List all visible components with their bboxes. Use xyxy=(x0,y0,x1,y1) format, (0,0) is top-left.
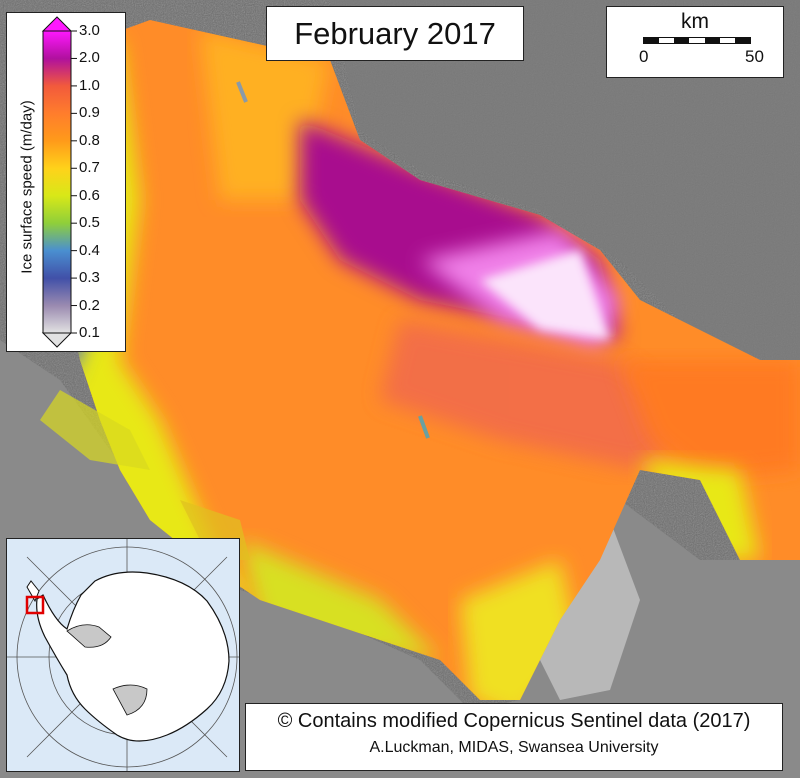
colorbar-tick-label: 0.7 xyxy=(79,159,100,177)
map-title: February 2017 xyxy=(266,6,524,61)
land-north xyxy=(330,0,800,370)
colorbar-legend: Ice surface speed (m/day) 3.0 2.0 1.0 0.9 0.… xyxy=(6,12,126,352)
scale-label-start: 0 xyxy=(639,47,649,66)
colorbar-tick-label: 3.0 xyxy=(79,22,100,39)
credit-copyright: © Contains modified Copernicus Sentinel … xyxy=(277,710,751,732)
scale-bar-panel: km 0 50 xyxy=(606,6,784,78)
data-artifact-2 xyxy=(418,415,430,439)
colorbar-tick-label: 0.1 xyxy=(79,324,100,341)
glacier-west xyxy=(40,390,150,470)
scale-bar xyxy=(643,37,751,44)
study-area-marker xyxy=(25,595,45,615)
credit-author: A.Luckman, MIDAS, Swansea University xyxy=(369,739,659,756)
colorbar-tick-label: 0.2 xyxy=(79,296,100,314)
colorbar-tick-label: 0.6 xyxy=(79,186,100,204)
colorbar-tick-label: 0.5 xyxy=(79,214,100,232)
scale-unit: km xyxy=(681,10,709,33)
colorbar-tick-label: 0.8 xyxy=(79,131,100,149)
ross-ice-shelf xyxy=(112,684,148,716)
ronne-filchner-ice-shelf xyxy=(66,624,112,648)
locator-inset xyxy=(6,538,240,772)
scale-label-end: 50 xyxy=(745,47,764,66)
colorbar-tick-label: 0.4 xyxy=(79,241,100,259)
credit-panel: © Contains modified Copernicus Sentinel … xyxy=(245,703,783,771)
colorbar-graphic xyxy=(41,16,77,348)
colorbar-tick-label: 2.0 xyxy=(79,49,100,67)
colorbar-gradient xyxy=(42,30,72,334)
colorbar-tick-label: 0.9 xyxy=(79,104,100,122)
colorbar-tick-label: 1.0 xyxy=(79,76,100,94)
antarctica-landmass xyxy=(36,571,230,742)
antarctica-locator-map xyxy=(7,539,239,771)
colorbar-max-arrow xyxy=(41,16,73,32)
colorbar-min-arrow xyxy=(41,332,73,348)
data-artifact xyxy=(236,81,248,103)
colorbar-tick-label: 0.3 xyxy=(79,269,100,287)
